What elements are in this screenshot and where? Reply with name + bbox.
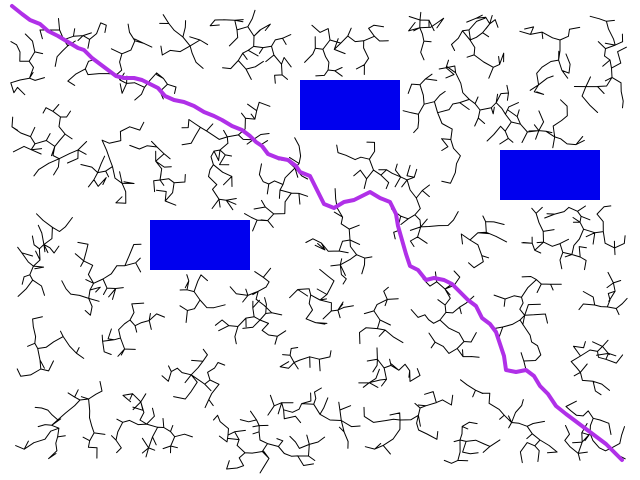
solution-path — [10, 4, 624, 462]
obstacle-block — [500, 150, 600, 200]
tree-branches — [10, 9, 628, 474]
exploration-tree — [10, 9, 628, 474]
obstacle-block — [300, 80, 400, 130]
obstacle-block — [150, 220, 250, 270]
